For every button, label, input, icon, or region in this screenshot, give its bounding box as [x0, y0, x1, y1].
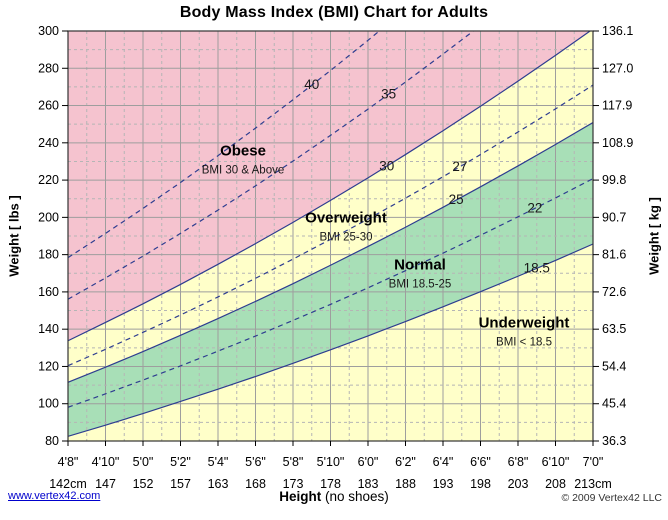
region-label-overweight-sub: BMI 25-30 [319, 231, 373, 244]
x-tick-label-ft: 5'0" [133, 455, 154, 469]
bmi-line-25 [68, 121, 593, 383]
bmi-line-35 [68, 31, 475, 300]
bmi-line-27 [68, 84, 593, 367]
y-tick-label-lbs: 120 [38, 359, 59, 373]
y-tick-label-lbs: 160 [38, 285, 59, 299]
x-tick-label-ft: 6'4" [433, 455, 454, 469]
x-tick-label-ft: 7'0" [583, 455, 604, 469]
x-tick-label-ft: 5'10" [317, 455, 345, 469]
y-tick-label-lbs: 300 [38, 24, 59, 38]
x-tick-label-cm: 198 [470, 477, 491, 491]
vertex42-link[interactable]: www.vertex42.com [8, 490, 101, 502]
bmi-line-label-22: 22 [527, 200, 542, 215]
x-tick-label-cm: 157 [170, 477, 191, 491]
y-tick-label-lbs: 280 [38, 61, 59, 75]
bmi-line-label-27: 27 [452, 159, 467, 174]
y-tick-label-lbs: 220 [38, 173, 59, 187]
region-label-normal-title: Normal [394, 256, 446, 274]
x-axis-title-bold: Height [279, 489, 322, 504]
x-tick-label-cm: 183 [358, 477, 379, 491]
x-tick-label-ft: 4'10" [92, 455, 120, 469]
region-label-overweight-title: Overweight [305, 209, 387, 227]
x-tick-label-ft: 6'2" [395, 455, 416, 469]
x-tick-label-cm: 193 [433, 477, 454, 491]
y-tick-label-lbs: 200 [38, 210, 59, 224]
region-label-obese-sub: BMI 30 & Above [201, 164, 285, 177]
x-tick-label-ft: 6'10" [542, 455, 570, 469]
x-tick-label-cm: 163 [208, 477, 229, 491]
y-tick-label-kg: 54.4 [602, 359, 626, 373]
y-tick-label-kg: 36.3 [602, 434, 626, 448]
y-tick-label-kg: 127.0 [602, 61, 633, 75]
x-tick-label-ft: 4'8" [58, 455, 79, 469]
bmi-line-label-30: 30 [379, 158, 394, 173]
copyright-text: © 2009 Vertex42 LLC [561, 492, 662, 504]
region-label-normal: Normal BMI 18.5-25 [389, 257, 452, 291]
y-tick-label-kg: 63.5 [602, 322, 626, 336]
plot-area [68, 31, 593, 441]
bmi-line-label-18.5: 18.5 [524, 260, 550, 275]
y-tick-label-lbs: 100 [38, 397, 59, 411]
x-tick-label-cm: 147 [95, 477, 116, 491]
x-tick-label-ft: 6'8" [508, 455, 529, 469]
x-tick-label-ft: 5'2" [170, 455, 191, 469]
x-tick-label-cm: 188 [395, 477, 416, 491]
x-tick-label-cm: 178 [320, 477, 341, 491]
x-axis-title: Height (no shoes) [0, 489, 668, 504]
gridlines [68, 31, 593, 441]
bmi-line-label-25: 25 [449, 192, 464, 207]
y-tick-label-kg: 72.6 [602, 285, 626, 299]
page-title: Body Mass Index (BMI) Chart for Adults [179, 4, 489, 21]
bmi-line-18.5 [68, 243, 593, 437]
region-label-obese: Obese BMI 30 & Above [202, 143, 284, 177]
y-tick-label-kg: 99.8 [602, 173, 626, 187]
x-tick-label-cm: 208 [545, 477, 566, 491]
region-label-normal-sub: BMI 18.5-25 [388, 278, 452, 291]
y-tick-label-lbs: 140 [38, 322, 59, 336]
x-tick-label-ft: 5'4" [208, 455, 229, 469]
y-tick-label-kg: 81.6 [602, 248, 626, 262]
region-label-underweight-title: Underweight [478, 314, 570, 332]
x-tick-label-cm: 152 [133, 477, 154, 491]
x-tick-label-cm: 173 [283, 477, 304, 491]
y-tick-label-lbs: 180 [38, 248, 59, 262]
bmi-line-30 [68, 31, 592, 342]
x-tick-label-ft: 5'8" [283, 455, 304, 469]
x-tick-label-cm: 142cm [49, 477, 87, 491]
y-tick-label-kg: 108.9 [602, 136, 633, 150]
region-label-underweight: Underweight BMI < 18.5 [479, 315, 570, 349]
y-tick-label-kg: 90.7 [602, 210, 626, 224]
bmi-line-label-35: 35 [381, 86, 396, 101]
x-tick-label-cm: 168 [245, 477, 266, 491]
x-tick-label-ft: 6'6" [470, 455, 491, 469]
y-tick-label-kg: 136.1 [602, 24, 633, 38]
x-tick-label-ft: 5'6" [245, 455, 266, 469]
y-tick-label-lbs: 260 [38, 99, 59, 113]
bmi-line-label-40: 40 [304, 77, 319, 92]
region-label-obese-title: Obese [220, 142, 266, 160]
y-tick-label-kg: 117.9 [602, 99, 632, 113]
bmi-line-22 [68, 178, 593, 408]
x-tick-label-ft: 6'0" [358, 455, 379, 469]
y-tick-label-kg: 45.4 [602, 397, 626, 411]
region-label-overweight: Overweight BMI 25-30 [305, 210, 387, 244]
x-axis-title-rest: (no shoes) [321, 489, 389, 504]
y-tick-label-lbs: 240 [38, 136, 59, 150]
region-label-underweight-sub: BMI < 18.5 [496, 336, 552, 349]
y-tick-label-lbs: 80 [45, 434, 59, 448]
x-tick-label-cm: 213cm [574, 477, 612, 491]
x-tick-label-cm: 203 [508, 477, 529, 491]
